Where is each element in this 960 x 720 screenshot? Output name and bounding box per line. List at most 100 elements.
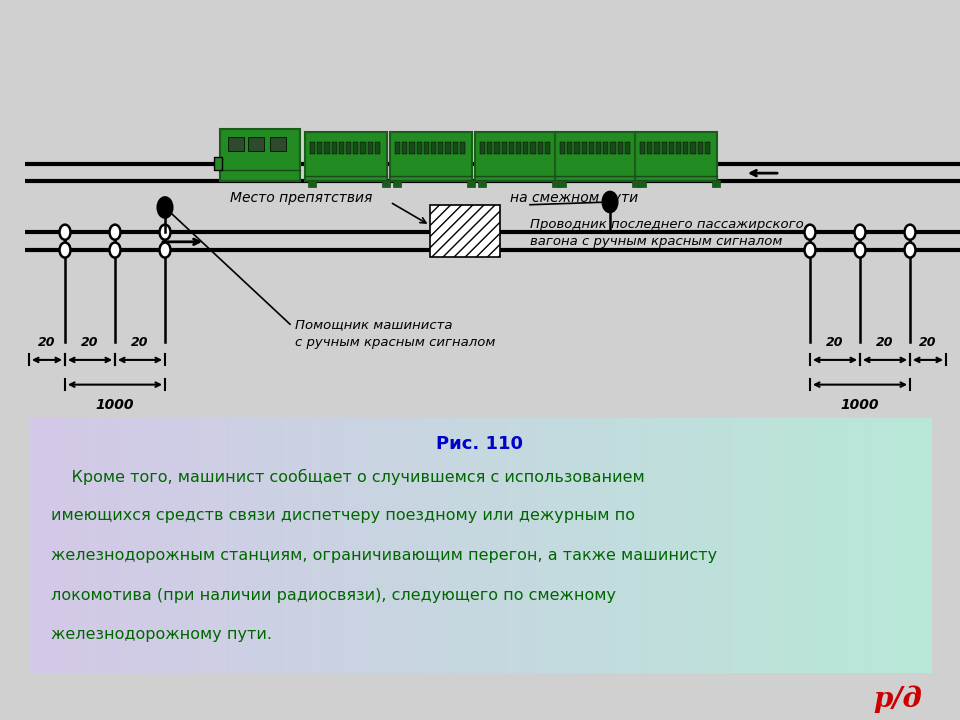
Circle shape <box>159 225 171 240</box>
Bar <box>310 142 315 154</box>
Bar <box>460 142 465 154</box>
Bar <box>676 142 682 154</box>
Text: 1000: 1000 <box>96 398 134 413</box>
Bar <box>669 142 674 154</box>
Bar <box>523 142 528 154</box>
Text: имеющихся средств связи диспетчеру поездному или дежурным по: имеющихся средств связи диспетчеру поезд… <box>52 508 636 523</box>
Text: на смежном пути: на смежном пути <box>510 191 638 205</box>
Bar <box>480 142 485 154</box>
Text: 20: 20 <box>827 336 844 349</box>
Text: железнодорожным станциям, ограничивающим перегон, а также машинисту: железнодорожным станциям, ограничивающим… <box>52 548 717 563</box>
Bar <box>567 142 572 154</box>
Bar <box>632 180 640 187</box>
Bar <box>494 142 499 154</box>
Bar <box>690 142 696 154</box>
Bar <box>467 180 475 187</box>
Bar <box>635 132 717 181</box>
Bar <box>360 142 366 154</box>
Bar <box>308 180 316 187</box>
Bar <box>374 142 380 154</box>
Bar <box>324 142 329 154</box>
Bar <box>395 142 400 154</box>
Text: Место препятствия: Место препятствия <box>230 191 372 205</box>
Bar <box>603 142 609 154</box>
Bar <box>588 142 594 154</box>
Text: 1000: 1000 <box>841 398 879 413</box>
Text: локомотива (при наличии радиосвязи), следующего по смежному: локомотива (при наличии радиосвязи), сле… <box>52 588 616 603</box>
Bar <box>339 142 344 154</box>
Bar <box>611 142 615 154</box>
Bar <box>552 180 560 187</box>
Bar <box>509 142 514 154</box>
Circle shape <box>109 243 121 258</box>
Circle shape <box>60 243 70 258</box>
Text: р/д: р/д <box>874 685 922 713</box>
Circle shape <box>804 243 815 258</box>
Bar <box>402 142 407 154</box>
Bar <box>228 138 244 151</box>
Bar <box>452 142 458 154</box>
Bar <box>475 132 557 181</box>
Text: железнодорожному пути.: железнодорожному пути. <box>52 627 273 642</box>
Bar <box>647 142 653 154</box>
Text: Помощник машиниста
с ручным красным сигналом: Помощник машиниста с ручным красным сигн… <box>295 319 495 348</box>
Bar <box>530 142 536 154</box>
Bar <box>544 142 550 154</box>
Bar <box>640 142 645 154</box>
Text: 20: 20 <box>920 336 937 349</box>
Circle shape <box>60 225 70 240</box>
Bar <box>582 142 587 154</box>
Bar <box>560 142 565 154</box>
Bar <box>555 132 637 181</box>
Bar <box>705 142 710 154</box>
Bar <box>438 142 444 154</box>
Circle shape <box>804 225 815 240</box>
Bar <box>487 142 492 154</box>
Bar <box>393 180 401 187</box>
Bar <box>214 157 222 171</box>
Bar <box>538 142 542 154</box>
Bar <box>390 132 472 181</box>
Bar <box>516 142 521 154</box>
Bar <box>431 142 436 154</box>
Text: 20: 20 <box>38 336 56 349</box>
Text: Рис. 110: Рис. 110 <box>437 436 523 454</box>
Bar <box>698 142 703 154</box>
Bar <box>712 180 720 187</box>
Bar <box>353 142 358 154</box>
Bar <box>596 142 601 154</box>
Bar <box>346 142 351 154</box>
Text: 20: 20 <box>876 336 894 349</box>
Text: 20: 20 <box>132 336 149 349</box>
Bar <box>270 138 286 151</box>
Bar <box>248 138 264 151</box>
Circle shape <box>159 243 171 258</box>
Bar <box>417 142 421 154</box>
Circle shape <box>854 243 866 258</box>
Bar <box>331 142 337 154</box>
Bar <box>501 142 507 154</box>
Bar <box>220 129 300 181</box>
Circle shape <box>157 197 173 217</box>
Text: Кроме того, машинист сообщает о случившемся с использованием: Кроме того, машинист сообщает о случивше… <box>52 469 645 485</box>
Bar <box>558 180 566 187</box>
Bar <box>317 142 323 154</box>
Polygon shape <box>430 204 500 257</box>
Circle shape <box>854 225 866 240</box>
Bar <box>655 142 660 154</box>
Bar <box>638 180 646 187</box>
Bar <box>305 132 387 181</box>
Bar <box>661 142 667 154</box>
Bar <box>574 142 580 154</box>
Text: 20: 20 <box>82 336 99 349</box>
Bar <box>368 142 372 154</box>
Bar <box>409 142 415 154</box>
Bar <box>684 142 688 154</box>
Circle shape <box>109 225 121 240</box>
Circle shape <box>603 192 617 212</box>
Bar <box>478 180 486 187</box>
Bar <box>382 180 390 187</box>
Circle shape <box>904 243 916 258</box>
Text: Проводник последнего пассажирского
вагона с ручным красным сигналом: Проводник последнего пассажирского вагон… <box>530 218 804 248</box>
Bar <box>625 142 630 154</box>
